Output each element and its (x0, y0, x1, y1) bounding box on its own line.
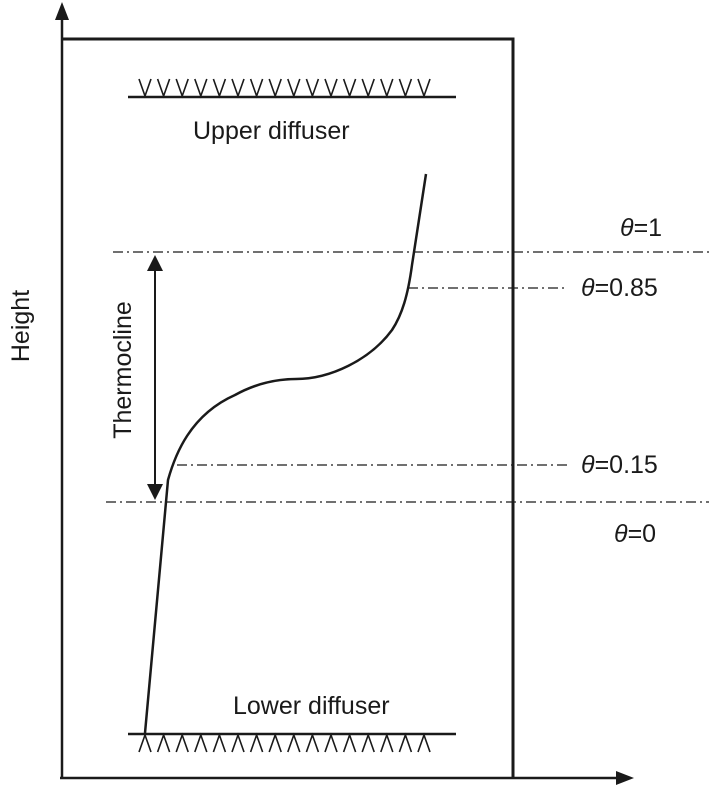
upper-nozzle (324, 78, 338, 99)
lower-nozzle (138, 732, 152, 753)
upper-nozzle (138, 78, 152, 99)
upper-nozzle (212, 78, 227, 99)
upper-nozzle (305, 78, 320, 99)
lower-nozzle (156, 732, 171, 753)
thermocline-label: Thermocline (109, 301, 137, 439)
lower-nozzle (380, 732, 394, 753)
lower-nozzle (175, 732, 189, 753)
lower-nozzle (268, 732, 282, 753)
theta-0.85-label: θ=0.85 (581, 274, 658, 302)
theta-0.15-label: θ=0.15 (581, 451, 658, 479)
lower-nozzle (324, 732, 338, 753)
lower-nozzle (361, 732, 375, 753)
tank-outline (62, 37, 515, 778)
upper-nozzle (175, 78, 189, 99)
upper-nozzle (417, 78, 431, 99)
lower-nozzle (231, 732, 245, 753)
upper-nozzle (380, 78, 394, 99)
lower-nozzle (398, 732, 413, 753)
upper-nozzle (398, 78, 413, 99)
lower-nozzle (249, 732, 264, 753)
theta-0-label: θ=0 (614, 520, 656, 548)
upper-nozzle (249, 78, 264, 99)
lower-nozzle (305, 732, 320, 753)
upper-nozzle (156, 78, 171, 99)
upper-nozzle (342, 78, 357, 99)
theta-1-label: θ=1 (620, 214, 662, 242)
upper-diffuser-nozzles (138, 78, 431, 99)
lower-nozzle (194, 732, 208, 753)
upper-nozzle (194, 78, 208, 99)
y-axis-arrowhead (55, 2, 69, 20)
x-axis-arrowhead (616, 771, 634, 785)
lower-nozzle (212, 732, 227, 753)
lower-nozzle (417, 732, 431, 753)
upper-nozzle (287, 78, 301, 99)
temperature-profile-curve (143, 173, 428, 734)
lower-nozzle (287, 732, 301, 753)
upper-nozzle (361, 78, 375, 99)
lower-diffuser-label: Lower diffuser (233, 692, 390, 720)
upper-nozzle (231, 78, 245, 99)
upper-diffuser-label: Upper diffuser (193, 117, 350, 145)
lower-diffuser-nozzles (138, 732, 431, 753)
lower-nozzle (342, 732, 357, 753)
upper-nozzle (268, 78, 282, 99)
y-axis-label: Height (7, 290, 35, 362)
